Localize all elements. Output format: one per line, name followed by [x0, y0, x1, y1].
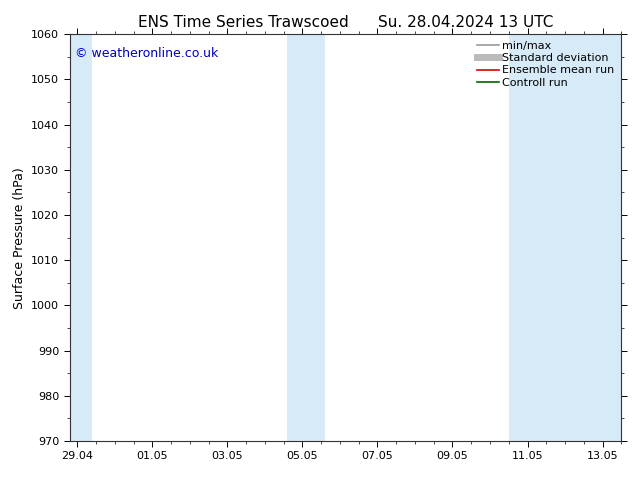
- Text: © weatheronline.co.uk: © weatheronline.co.uk: [75, 47, 219, 59]
- Bar: [508, 34, 527, 441]
- Title: ENS Time Series Trawscoed      Su. 28.04.2024 13 UTC: ENS Time Series Trawscoed Su. 28.04.2024…: [138, 15, 553, 30]
- Bar: [306, 34, 325, 441]
- Y-axis label: Surface Pressure (hPa): Surface Pressure (hPa): [13, 167, 25, 309]
- Bar: [527, 34, 621, 441]
- Legend: min/max, Standard deviation, Ensemble mean run, Controll run: min/max, Standard deviation, Ensemble me…: [472, 37, 619, 92]
- Bar: [70, 34, 93, 441]
- Bar: [287, 34, 306, 441]
